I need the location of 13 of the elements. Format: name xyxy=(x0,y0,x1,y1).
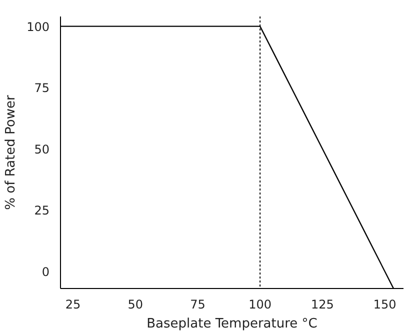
x-tick-label: 75 xyxy=(190,298,206,312)
y-tick-label: 0 xyxy=(42,264,50,279)
y-axis-title: % of Rated Power xyxy=(4,94,19,210)
x-tick-label: 50 xyxy=(128,298,143,312)
y-tick-label: 50 xyxy=(34,142,50,156)
y-tick-label: 75 xyxy=(34,81,50,96)
x-tick-label: 150 xyxy=(373,298,396,312)
y-tick-label: 25 xyxy=(34,204,50,218)
x-tick-label: 100 xyxy=(248,298,272,312)
x-tick-label: 25 xyxy=(65,298,81,312)
x-tick-label: 125 xyxy=(310,298,334,312)
y-tick-label: 100 xyxy=(26,20,50,34)
x-axis-title: Baseplate Temperature °C xyxy=(146,316,318,332)
